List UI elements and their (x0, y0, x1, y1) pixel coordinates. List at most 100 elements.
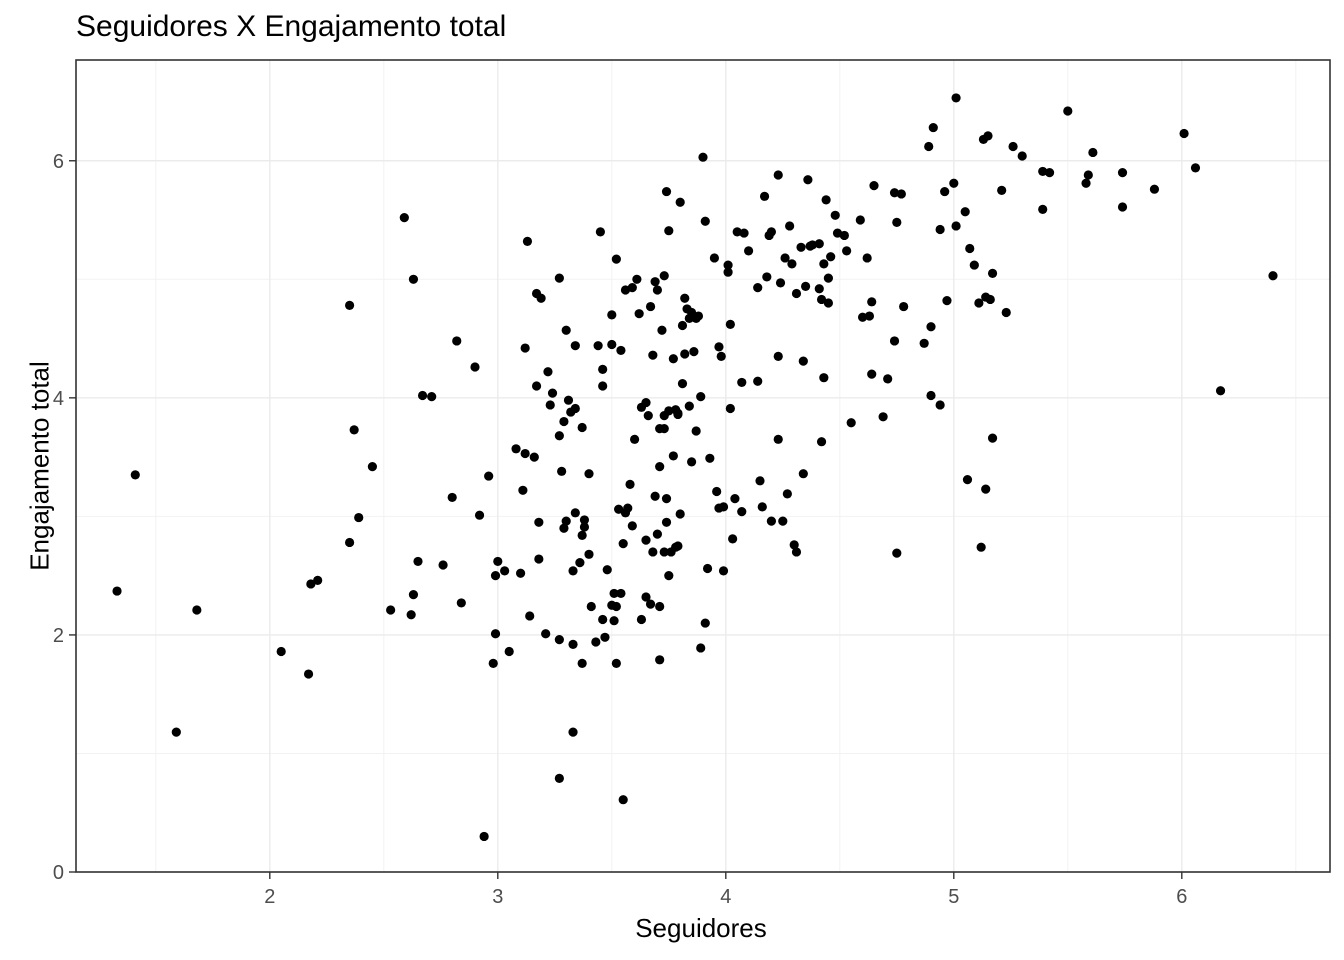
data-point (924, 141, 934, 152)
data-point (949, 178, 959, 188)
x-tick-label: 5 (948, 886, 959, 908)
data-point (557, 466, 567, 476)
data-point (773, 170, 783, 180)
data-point (1038, 204, 1048, 214)
data-point (648, 547, 658, 557)
data-point (696, 643, 706, 653)
data-point (655, 655, 665, 665)
data-point (716, 351, 726, 361)
data-point (417, 390, 428, 401)
data-point (869, 181, 879, 191)
data-point (1063, 106, 1073, 116)
data-point (607, 339, 617, 350)
data-point (664, 406, 674, 416)
data-point (500, 566, 510, 576)
data-point (632, 274, 642, 284)
data-point (976, 542, 986, 552)
data-point (490, 571, 501, 581)
data-point (942, 296, 952, 306)
data-point (568, 566, 578, 576)
chart-title: Seguidores X Engajamento total (76, 10, 507, 43)
data-point (563, 395, 574, 405)
data-point (1088, 147, 1098, 158)
axis-ticks: 2 3 4 5 6 0 2 4 6 (53, 151, 1187, 908)
data-point (408, 590, 419, 600)
data-point (1017, 151, 1027, 161)
data-point (192, 605, 202, 615)
data-point (816, 437, 827, 447)
data-point (702, 563, 713, 574)
data-point (700, 216, 710, 226)
data-point (452, 336, 462, 346)
data-point (728, 534, 738, 544)
data-point (561, 516, 571, 526)
data-point (577, 422, 587, 433)
data-point (791, 288, 802, 299)
data-point (276, 646, 286, 657)
data-point (598, 614, 608, 625)
data-point (630, 434, 640, 444)
data-point (687, 457, 697, 467)
data-point (744, 246, 754, 256)
data-point (1179, 128, 1189, 139)
data-point (883, 374, 893, 384)
data-point (586, 601, 596, 612)
data-point (559, 416, 569, 427)
data-point (766, 516, 777, 526)
grid-lines (76, 60, 1330, 873)
data-point (659, 424, 669, 434)
data-point (803, 175, 813, 185)
data-point (541, 629, 551, 639)
data-point (862, 253, 872, 263)
data-point (867, 369, 877, 379)
data-point (625, 479, 635, 489)
data-point (470, 362, 480, 372)
data-point (664, 226, 674, 236)
data-point (595, 227, 606, 237)
data-point (668, 451, 678, 461)
data-point (643, 411, 653, 421)
y-tick-label: 4 (53, 388, 64, 410)
data-point (579, 522, 590, 532)
data-point (762, 272, 772, 282)
data-point (627, 521, 637, 531)
data-point (609, 616, 619, 626)
data-point (1149, 184, 1160, 194)
data-point (839, 230, 849, 241)
data-point (645, 301, 656, 312)
data-point (785, 221, 795, 231)
data-point (899, 301, 909, 312)
data-point (889, 188, 900, 198)
data-point (130, 470, 140, 480)
data-point (427, 392, 437, 402)
y-tick-label: 6 (53, 151, 64, 173)
data-point (657, 325, 667, 335)
data-point (655, 461, 665, 472)
data-point (691, 426, 701, 436)
data-point (664, 571, 674, 581)
data-point (518, 485, 528, 495)
data-point (778, 516, 788, 526)
data-point (819, 373, 829, 383)
data-point (705, 453, 715, 463)
data-point (684, 401, 694, 411)
data-point (600, 632, 610, 642)
data-point (456, 598, 466, 608)
data-point (598, 364, 608, 374)
data-point (787, 259, 797, 269)
data-point (545, 400, 555, 410)
data-point (488, 658, 498, 668)
data-point (354, 512, 364, 523)
data-point (1190, 163, 1201, 173)
data-point (655, 601, 665, 612)
data-point (981, 484, 991, 494)
data-point (723, 260, 733, 270)
data-point (673, 541, 683, 551)
data-point (659, 547, 669, 557)
data-point (791, 547, 802, 557)
data-point (782, 489, 792, 499)
data-point (616, 588, 626, 599)
data-point (677, 379, 688, 389)
data-point (171, 727, 181, 737)
